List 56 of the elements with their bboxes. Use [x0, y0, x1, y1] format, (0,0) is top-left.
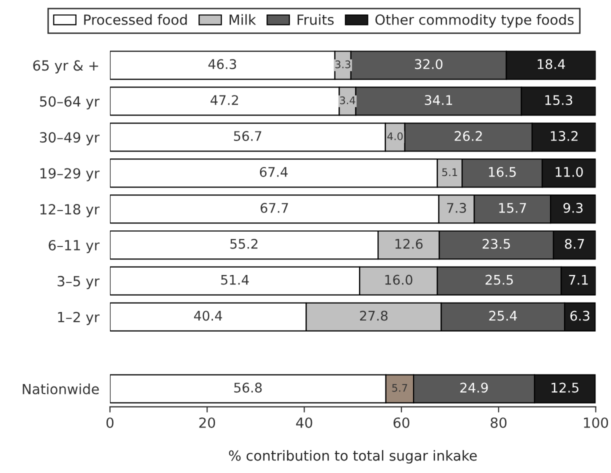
data-label: 24.9 [460, 382, 488, 393]
legend-label: Fruits [298, 14, 334, 25]
y-tick-label: 1–2 yr [58, 312, 100, 326]
legend-label: Processed food [84, 14, 187, 25]
data-label: 3.4 [340, 96, 356, 104]
data-label: 26.2 [454, 131, 482, 141]
y-tick-label: 3–5 yr [58, 276, 100, 290]
data-label: 67.4 [260, 166, 288, 177]
y-tick-label: 6–11 yr [48, 240, 100, 254]
legend-label: Milk [230, 14, 256, 25]
data-label: 9.3 [563, 202, 583, 213]
data-label: 47.2 [210, 95, 238, 105]
data-label: 67.7 [260, 202, 288, 213]
data-label: 27.8 [360, 310, 388, 321]
data-label: 5.1 [442, 168, 458, 176]
data-label: 34.1 [424, 95, 452, 106]
data-label: 6.3 [570, 310, 590, 321]
data-label: 12.6 [395, 238, 423, 249]
x-tick-label: 60 [394, 417, 410, 428]
data-label: 7.1 [569, 274, 588, 285]
data-label: 4.0 [387, 132, 403, 140]
data-label: 15.7 [499, 203, 526, 213]
data-label: 56.7 [234, 131, 262, 141]
data-label: 46.3 [208, 59, 236, 70]
data-label: 40.4 [194, 310, 222, 321]
data-label: 15.3 [545, 95, 572, 106]
y-tick-label: 30–49 yr [40, 132, 100, 146]
y-tick-label: 12–18 yr [40, 204, 100, 218]
data-label: 25.5 [486, 274, 513, 285]
data-label: 11.0 [556, 166, 583, 177]
x-tick-label: 80 [490, 417, 506, 428]
legend-label: Other commodity type foods [375, 14, 574, 28]
data-label: 7.3 [447, 202, 466, 213]
data-label: 13.2 [550, 131, 578, 141]
x-tick-label: 0 [106, 417, 114, 428]
y-tick-label: Nationwide [22, 384, 99, 394]
data-label: 5.7 [392, 384, 408, 392]
data-label: 55.2 [230, 238, 258, 249]
data-label: 51.4 [221, 274, 249, 285]
x-axis-title: % contribution to total sugar inkake [228, 450, 477, 464]
data-label: 16.0 [385, 274, 412, 285]
x-tick-label: 20 [199, 417, 216, 428]
data-label: 12.5 [552, 382, 578, 393]
data-label: 32.0 [414, 59, 442, 70]
x-tick-label: 40 [296, 417, 312, 428]
data-label: 56.8 [234, 382, 262, 393]
y-tick-label: 65 yr & + [33, 60, 98, 74]
data-label: 23.5 [482, 238, 510, 249]
data-label: 18.4 [538, 59, 565, 70]
x-tick-label: 100 [584, 417, 608, 428]
y-tick-label: 19–29 yr [40, 168, 100, 182]
y-tick-label: 50–64 yr [40, 96, 100, 110]
data-label: 16.5 [488, 166, 516, 177]
data-label: 8.7 [565, 238, 584, 249]
data-label: 3.3 [335, 60, 350, 68]
data-label: 25.4 [489, 310, 517, 321]
